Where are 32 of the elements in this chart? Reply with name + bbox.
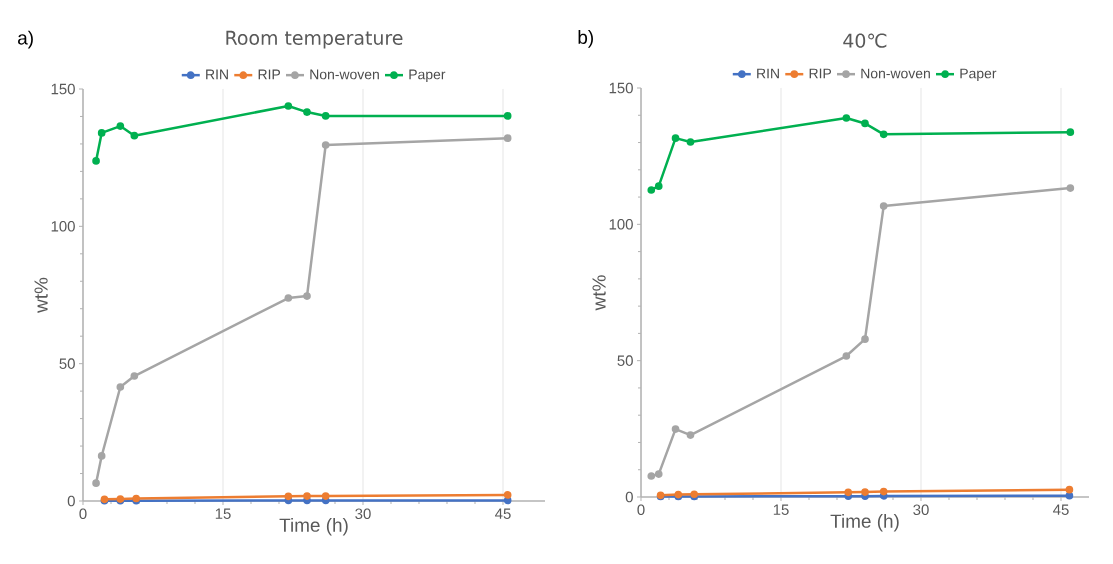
text: b) [578, 30, 593, 48]
x-tick-label: 45 [1053, 504, 1069, 515]
legend-label: Non-woven [861, 68, 930, 79]
legend-label: Non-woven [310, 69, 379, 80]
y-tick-label: 100 [609, 219, 633, 230]
legend-label: Paper [960, 68, 997, 82]
x-tick-label: 30 [913, 504, 929, 516]
x-tick-label: 45 [495, 508, 511, 519]
y-axis-title: wt% [34, 277, 48, 313]
x-tick-label: 15 [215, 508, 231, 519]
y-axis-title: wt% [592, 275, 606, 311]
chart-title: 40℃ [843, 33, 887, 48]
y-tick-label: 50 [617, 355, 633, 366]
y-tick-label: 150 [609, 82, 633, 94]
y-tick-label: 150 [51, 83, 75, 95]
y-tick-label: 50 [59, 358, 75, 369]
text: a) [18, 30, 33, 49]
legend-label: RIN [757, 68, 779, 79]
legend-label: RIP [809, 68, 832, 79]
legend-label: RIP [258, 69, 281, 80]
x-tick-label: 15 [773, 504, 789, 515]
x-tick-label: 0 [79, 508, 87, 520]
x-axis-title: Time (h) [279, 517, 348, 536]
y-tick-label: 100 [51, 221, 75, 232]
chart-title: Room temperature [226, 30, 403, 49]
x-tick-label: 30 [355, 508, 371, 520]
x-tick-label: 0 [637, 504, 645, 516]
legend-label: RIN [206, 69, 228, 80]
y-tick-label: 0 [625, 491, 633, 503]
legend-label: Paper [409, 69, 446, 83]
y-tick-label: 0 [67, 495, 75, 507]
x-axis-title: Time (h) [830, 513, 899, 532]
